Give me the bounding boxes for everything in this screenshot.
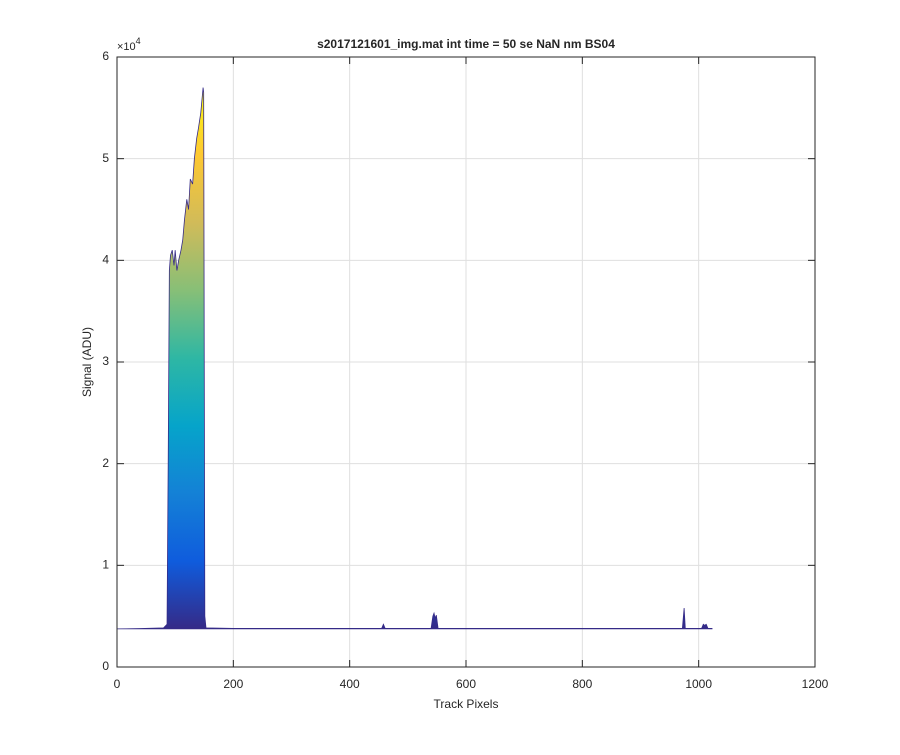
y-tick-label: 3: [102, 354, 109, 368]
x-tick-label: 1000: [685, 677, 712, 691]
y-tick-label: 0: [102, 659, 109, 673]
x-tick-label: 0: [114, 677, 121, 691]
y-tick-label: 2: [102, 456, 109, 470]
y-multiplier: ×104: [117, 36, 141, 53]
y-tick-label: 5: [102, 151, 109, 165]
y-axis-label: Signal (ADU): [80, 327, 94, 397]
y-tick-label: 1: [102, 558, 109, 572]
x-tick-label: 800: [572, 677, 592, 691]
x-axis-label: Track Pixels: [434, 697, 499, 711]
x-tick-label: 600: [456, 677, 476, 691]
x-tick-label: 1200: [802, 677, 829, 691]
chart-title: s2017121601_img.mat int time = 50 se NaN…: [317, 37, 615, 51]
multiplier-exponent: 4: [136, 36, 141, 46]
area: [116, 87, 713, 630]
x-tick-label: 400: [340, 677, 360, 691]
multiplier-base: ×10: [117, 41, 136, 53]
x-tick-label: 200: [223, 677, 243, 691]
y-tick-label: 4: [102, 253, 109, 267]
y-tick-label: 6: [102, 49, 109, 63]
